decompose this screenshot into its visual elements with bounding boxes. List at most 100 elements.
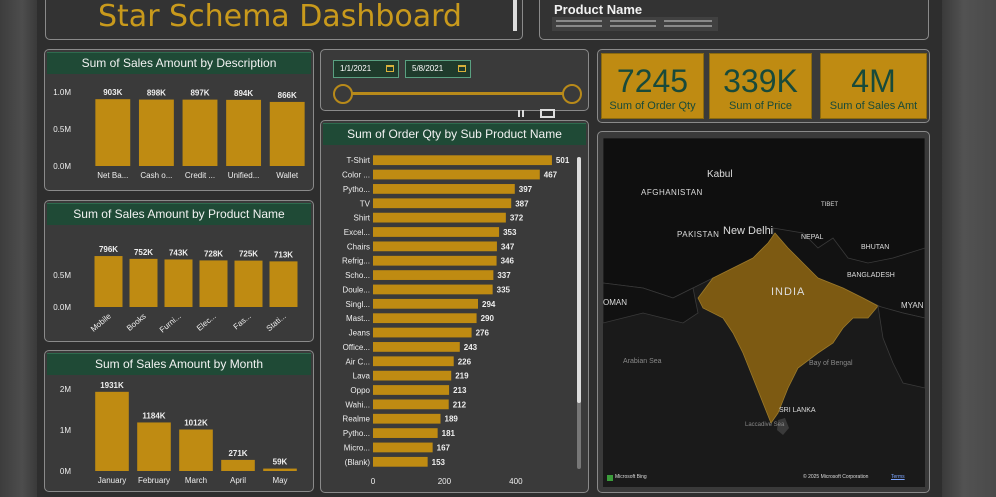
data-label: 897K	[190, 89, 209, 98]
kpi-order-qty-label: Sum of Order Qty	[609, 100, 696, 112]
bar	[373, 399, 449, 410]
bar	[373, 413, 441, 424]
data-label: 167	[437, 443, 451, 452]
bar	[263, 468, 297, 471]
data-label: 796K	[99, 245, 118, 254]
category-label: TV	[360, 199, 371, 208]
y-tick-label: 0M	[60, 467, 71, 476]
chart-month: 1931K January 1184K February 1012K March 271K A…	[60, 381, 297, 485]
data-label: 337	[497, 271, 511, 280]
bar	[234, 260, 263, 307]
filter-icon[interactable]	[518, 110, 524, 117]
calendar-icon[interactable]	[386, 65, 394, 72]
data-label: 346	[501, 257, 515, 266]
end-date-value: 5/8/2021	[412, 64, 444, 73]
bar	[221, 459, 255, 471]
bar	[179, 429, 213, 471]
page-title: Star Schema Dashboard	[98, 0, 462, 34]
bar	[373, 227, 500, 237]
category-label: Shirt	[354, 214, 371, 223]
date-slicer[interactable]: 1/1/2021 5/8/2021	[320, 49, 589, 111]
chart-month-panel[interactable]: Sum of Sales Amount by Month 1931K Januar…	[44, 350, 314, 492]
chart-scrollbar[interactable]	[577, 157, 581, 469]
map-terms-link[interactable]: Terms	[891, 474, 905, 480]
category-label: Mast...	[346, 314, 370, 323]
bar	[95, 391, 129, 471]
bar	[269, 261, 298, 307]
bar	[137, 422, 171, 471]
bar	[199, 260, 228, 307]
data-label: 212	[453, 400, 467, 409]
data-label: 290	[481, 314, 495, 323]
map-attribution-left: Microsoft Bing	[615, 474, 647, 480]
date-range-end-handle[interactable]	[562, 84, 582, 104]
map-label-tibet: TIBET	[821, 202, 839, 208]
bar	[373, 255, 497, 266]
category-label: Oppo	[350, 386, 370, 395]
x-tick-label: 200	[438, 477, 452, 486]
map-attribution-right: © 2025 Microsoft Corporation	[803, 474, 869, 480]
data-label: 219	[455, 372, 469, 381]
category-label: Singl...	[346, 300, 370, 309]
category-label: Realme	[342, 415, 370, 424]
data-label: 353	[503, 228, 517, 237]
chart-product: 796K Mobile 752K Books 743K Furni... 728K Elec.…	[53, 245, 298, 335]
kpi-sales-amt-label: Sum of Sales Amt	[829, 100, 918, 112]
bar	[373, 327, 472, 338]
date-range-start-handle[interactable]	[333, 84, 353, 104]
bar	[94, 256, 123, 307]
y-tick-label: 0.0M	[53, 162, 71, 171]
category-label: Doule...	[342, 285, 370, 294]
data-label: 276	[476, 329, 490, 338]
category-label: Stati...	[265, 312, 288, 333]
category-label: Lava	[353, 372, 371, 381]
data-label: 335	[497, 285, 511, 294]
data-label: 1012K	[184, 419, 208, 428]
calendar-icon[interactable]	[458, 65, 466, 72]
category-label: Unified...	[228, 171, 260, 180]
bar	[373, 442, 433, 453]
date-range-track[interactable]	[343, 92, 569, 95]
category-label: Chairs	[347, 242, 370, 251]
bar	[373, 212, 506, 223]
map-shapes	[603, 138, 925, 435]
map-label-bay-of-bengal: Bay of Bengal	[809, 360, 853, 367]
start-date-input[interactable]: 1/1/2021	[333, 60, 399, 78]
bar	[95, 99, 131, 166]
data-label: 347	[501, 242, 515, 251]
map-view[interactable]: AFGHANISTAN Kabul PAKISTAN New Delhi NEP…	[603, 138, 925, 487]
bar	[164, 259, 193, 307]
slicer-options[interactable]	[552, 17, 718, 31]
data-label: 59K	[273, 458, 288, 467]
y-tick-label: 0.0M	[53, 303, 71, 312]
product-name-slicer[interactable]: Product Name	[539, 0, 929, 40]
category-label: Air C...	[346, 357, 370, 366]
data-label: 725K	[239, 250, 258, 259]
y-tick-label: 1M	[60, 426, 71, 435]
bar	[182, 99, 218, 166]
data-label: 467	[544, 171, 558, 180]
kpi-sales-amt: 4M Sum of Sales Amt	[820, 53, 927, 119]
title-scrollbar[interactable]	[513, 0, 517, 31]
data-label: 189	[445, 415, 459, 424]
map-label-oman: OMAN	[603, 298, 627, 307]
category-label: T-Shirt	[346, 156, 370, 165]
map-panel[interactable]: AFGHANISTAN Kabul PAKISTAN New Delhi NEP…	[597, 131, 930, 493]
data-label: 153	[432, 458, 446, 467]
map-label-bangladesh: BANGLADESH	[847, 272, 895, 279]
bar	[373, 198, 512, 209]
category-label: Wahi...	[345, 400, 370, 409]
y-tick-label: 0.5M	[53, 271, 71, 280]
chart-subproduct-panel[interactable]: Sum of Order Qty by Sub Product Name T-S…	[320, 120, 589, 493]
data-label: 752K	[134, 248, 153, 257]
bar	[373, 313, 477, 324]
category-label: Refrig...	[342, 257, 370, 266]
end-date-input[interactable]: 5/8/2021	[405, 60, 471, 78]
slicer-title: Product Name	[554, 2, 643, 17]
focus-mode-icon[interactable]	[540, 109, 555, 118]
map-label-nepal: NEPAL	[801, 234, 824, 241]
chart-description-panel[interactable]: Sum of Sales Amount by Description 903K N…	[44, 49, 314, 191]
chart-product-panel[interactable]: Sum of Sales Amount by Product Name 796K…	[44, 200, 314, 342]
bar	[373, 370, 452, 381]
map-label-pakistan: PAKISTAN	[677, 230, 720, 239]
